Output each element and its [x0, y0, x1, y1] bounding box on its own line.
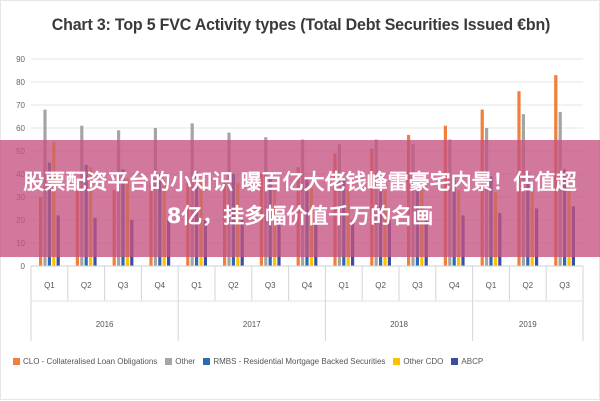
x-tick-label: Q4 — [449, 281, 460, 290]
legend-swatch — [451, 357, 459, 365]
x-tick-label: Q1 — [338, 281, 349, 290]
legend-label: Other CDO — [403, 356, 444, 366]
legend-item: Other — [165, 357, 195, 366]
y-tick-label: 0 — [21, 262, 26, 271]
year-label: 2016 — [96, 320, 114, 329]
overlay-banner-text[interactable]: 股票配资平台的小知识 曝百亿大佬钱峰雷豪宅内景！估值超8亿，挂多幅价值千万的名画 — [23, 169, 577, 228]
legend-item: CLO - Collateralised Loan Obligations — [13, 357, 157, 366]
x-tick-label: Q3 — [559, 281, 570, 290]
chart-legend: CLO - Collateralised Loan Obligations Oth… — [13, 353, 593, 369]
x-tick-label: Q1 — [44, 281, 55, 290]
y-tick-label: 70 — [16, 101, 25, 110]
legend-item: Other CDO — [393, 357, 443, 366]
chart-title: Chart 3: Top 5 FVC Activity types (Total… — [51, 15, 551, 34]
legend-swatch — [165, 357, 173, 365]
x-tick-label: Q3 — [118, 281, 129, 290]
legend-label: ABCP — [461, 356, 484, 366]
legend-label: CLO - Collateralised Loan Obligations — [23, 356, 158, 366]
x-tick-label: Q2 — [522, 281, 533, 290]
x-tick-label: Q2 — [375, 281, 386, 290]
y-tick-label: 60 — [16, 124, 25, 133]
x-tick-label: Q2 — [228, 281, 239, 290]
year-label: 2018 — [390, 320, 408, 329]
legend-swatch — [13, 357, 20, 365]
x-tick-label: Q1 — [191, 281, 202, 290]
x-tick-label: Q3 — [412, 281, 423, 290]
x-tick-label: Q1 — [486, 281, 497, 290]
year-label: 2019 — [519, 320, 537, 329]
overlay-banner[interactable]: 股票配资平台的小知识 曝百亿大佬钱峰雷豪宅内景！估值超8亿，挂多幅价值千万的名画 — [0, 140, 600, 257]
y-tick-label: 80 — [16, 78, 25, 87]
y-tick-label: 90 — [16, 55, 25, 64]
x-tick-label: Q2 — [81, 281, 92, 290]
legend-label: RMBS - Residential Mortgage Backed Secur… — [213, 356, 386, 366]
x-tick-label: Q4 — [154, 281, 165, 290]
x-tick-label: Q4 — [302, 281, 313, 290]
legend-item: RMBS - Residential Mortgage Backed Secur… — [203, 357, 385, 366]
legend-item: ABCP — [451, 357, 483, 366]
legend-swatch — [393, 357, 401, 365]
legend-label: Other — [175, 356, 196, 366]
legend-swatch — [203, 357, 211, 365]
x-tick-label: Q3 — [265, 281, 276, 290]
year-label: 2017 — [243, 320, 261, 329]
